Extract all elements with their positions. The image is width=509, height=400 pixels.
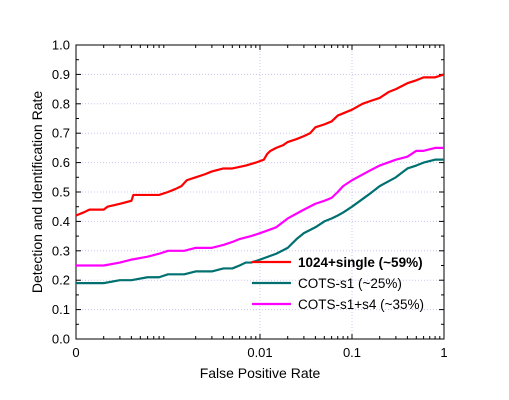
y-tick-label: 0.8 <box>52 96 70 111</box>
series-layer <box>75 73 445 285</box>
y-tick-label: 0.7 <box>52 126 70 141</box>
y-axis-label: Detection and Identification Rate <box>29 91 45 294</box>
y-tick-label: 0.0 <box>52 332 70 347</box>
y-tick-label: 0.5 <box>52 185 70 200</box>
x-tick-label: 0.1 <box>343 345 361 360</box>
x-tick-label: 0 <box>72 345 79 360</box>
y-tick-label: 0.2 <box>52 273 70 288</box>
y-tick-label: 0.9 <box>52 67 70 82</box>
y-tick-label: 0.3 <box>52 243 70 258</box>
y-tick-label: 0.4 <box>52 214 70 229</box>
x-axis-label: False Positive Rate <box>200 365 321 381</box>
series-line-1 <box>75 73 445 217</box>
legend: 1024+single (~59%) COTS-s1 (~25%) COTS-s… <box>252 255 424 312</box>
legend-label-series-3: COTS-s1+s4 (~35%) <box>298 297 424 312</box>
series-line-2 <box>76 158 444 285</box>
grid-lines <box>76 45 444 339</box>
y-tick-label: 0.6 <box>52 155 70 170</box>
legend-label-series-1: 1024+single (~59%) <box>298 255 423 270</box>
x-tick-label: 1 <box>440 345 447 360</box>
y-tick-label: 0.1 <box>52 302 70 317</box>
axis-ticks: 0.0 0.1 0.2 0.3 0.4 0.5 0.6 0.7 0.8 0.9 1.0 0 0.01 0.… <box>52 38 448 361</box>
legend-label-series-2: COTS-s1 (~25%) <box>298 276 402 291</box>
x-tick-label: 0.01 <box>247 345 272 360</box>
y-tick-label: 1.0 <box>52 38 70 53</box>
series-line-3 <box>76 146 444 267</box>
